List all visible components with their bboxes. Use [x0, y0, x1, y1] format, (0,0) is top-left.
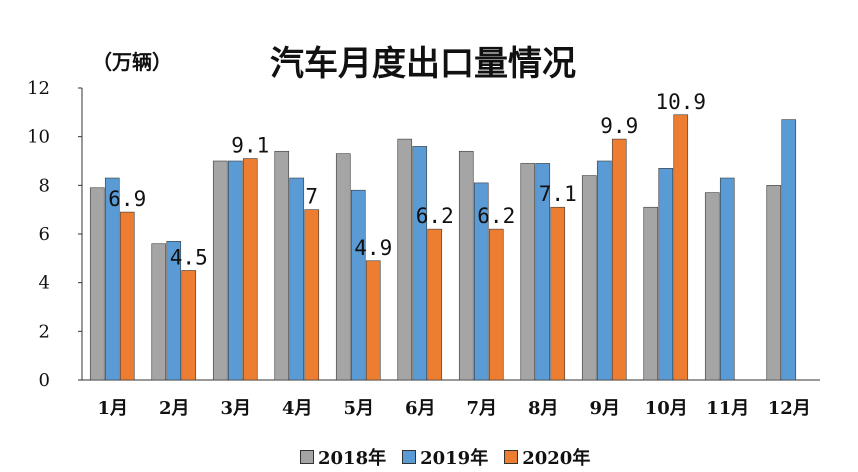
- bar-2020年-4月: [304, 209, 320, 381]
- data-label: 7.1: [539, 182, 577, 206]
- y-tick-label: 6: [39, 224, 50, 245]
- x-tick-label: 4月: [282, 398, 313, 419]
- bar-2019年-4月: [289, 177, 305, 381]
- x-tick-label: 3月: [220, 398, 251, 419]
- bar-2018年-10月: [643, 206, 659, 381]
- bar-2018年-11月: [704, 192, 720, 381]
- x-tick-label: 8月: [528, 398, 559, 419]
- bar-2018年-1月: [89, 187, 105, 381]
- data-label: 10.9: [655, 90, 706, 114]
- legend-item-2020: 2020年: [504, 444, 590, 470]
- bar-2020年-8月: [550, 206, 566, 381]
- x-tick-label: 12月: [768, 398, 811, 419]
- data-label: 9.9: [600, 114, 638, 138]
- x-tick-label: 9月: [589, 398, 620, 419]
- bar-2020年-2月: [181, 270, 197, 381]
- bar-2020年-7月: [488, 228, 504, 381]
- bar-2019年-12月: [781, 119, 797, 381]
- legend-item-2019: 2019年: [402, 444, 488, 470]
- bar-2018年-3月: [212, 160, 228, 381]
- bar-2018年-7月: [458, 150, 474, 381]
- bar-2019年-3月: [227, 160, 243, 381]
- data-label: 4.5: [170, 246, 208, 270]
- bar-2019年-10月: [658, 168, 674, 381]
- bar-2020年-3月: [242, 158, 258, 381]
- legend: 2018年 2019年 2020年: [300, 444, 590, 470]
- legend-swatch-2019: [402, 450, 417, 464]
- bar-2019年-5月: [350, 189, 366, 381]
- x-tick-label: 10月: [645, 398, 688, 419]
- data-label: 6.2: [477, 204, 515, 228]
- data-label: 7: [305, 185, 318, 209]
- bar-2018年-5月: [335, 153, 351, 381]
- y-tick-label: 4: [39, 273, 50, 294]
- bar-2019年-8月: [535, 163, 551, 381]
- bar-2019年-1月: [104, 177, 120, 381]
- y-tick-label: 8: [39, 175, 50, 196]
- data-label: 6.9: [108, 187, 146, 211]
- y-tick-label: 2: [39, 321, 50, 342]
- x-tick-label: 6月: [405, 398, 436, 419]
- y-tick-label: 0: [39, 370, 50, 391]
- bar-2018年-12月: [766, 185, 782, 381]
- bar-2020年-9月: [611, 138, 627, 381]
- bar-2019年-11月: [719, 177, 735, 381]
- bar-2018年-6月: [397, 138, 413, 381]
- bar-2019年-9月: [596, 160, 612, 381]
- bar-2018年-8月: [520, 163, 536, 381]
- unit-label: （万辆）: [92, 50, 172, 74]
- bar-2020年-6月: [427, 228, 443, 381]
- data-label: 9.1: [231, 134, 269, 158]
- data-label: 6.2: [416, 204, 454, 228]
- bar-2018年-2月: [151, 243, 167, 381]
- bar-2019年-2月: [166, 241, 182, 381]
- legend-swatch-2020: [504, 450, 519, 464]
- legend-label-2019: 2019年: [420, 448, 489, 469]
- x-tick-label: 7月: [466, 398, 497, 419]
- legend-label-2020: 2020年: [522, 448, 591, 469]
- legend-item-2018: 2018年: [300, 444, 386, 470]
- x-tick-label: 11月: [706, 398, 749, 419]
- legend-label-2018: 2018年: [318, 448, 387, 469]
- chart-title: 汽车月度出口量情况: [270, 44, 576, 84]
- bar-2019年-6月: [412, 146, 428, 381]
- bar-2020年-5月: [365, 260, 381, 381]
- bar-2018年-9月: [581, 175, 597, 381]
- y-tick-label: 10: [27, 127, 50, 148]
- x-tick-label: 1月: [97, 398, 128, 419]
- bar-2020年-10月: [673, 114, 689, 381]
- y-tick-label: 12: [27, 78, 50, 99]
- legend-swatch-2018: [300, 450, 314, 464]
- bar-2019年-7月: [473, 182, 489, 381]
- x-tick-label: 5月: [343, 398, 374, 419]
- bar-2020年-1月: [119, 211, 135, 381]
- data-label: 4.9: [354, 236, 392, 260]
- x-tick-label: 2月: [159, 398, 190, 419]
- bar-2018年-4月: [274, 150, 290, 381]
